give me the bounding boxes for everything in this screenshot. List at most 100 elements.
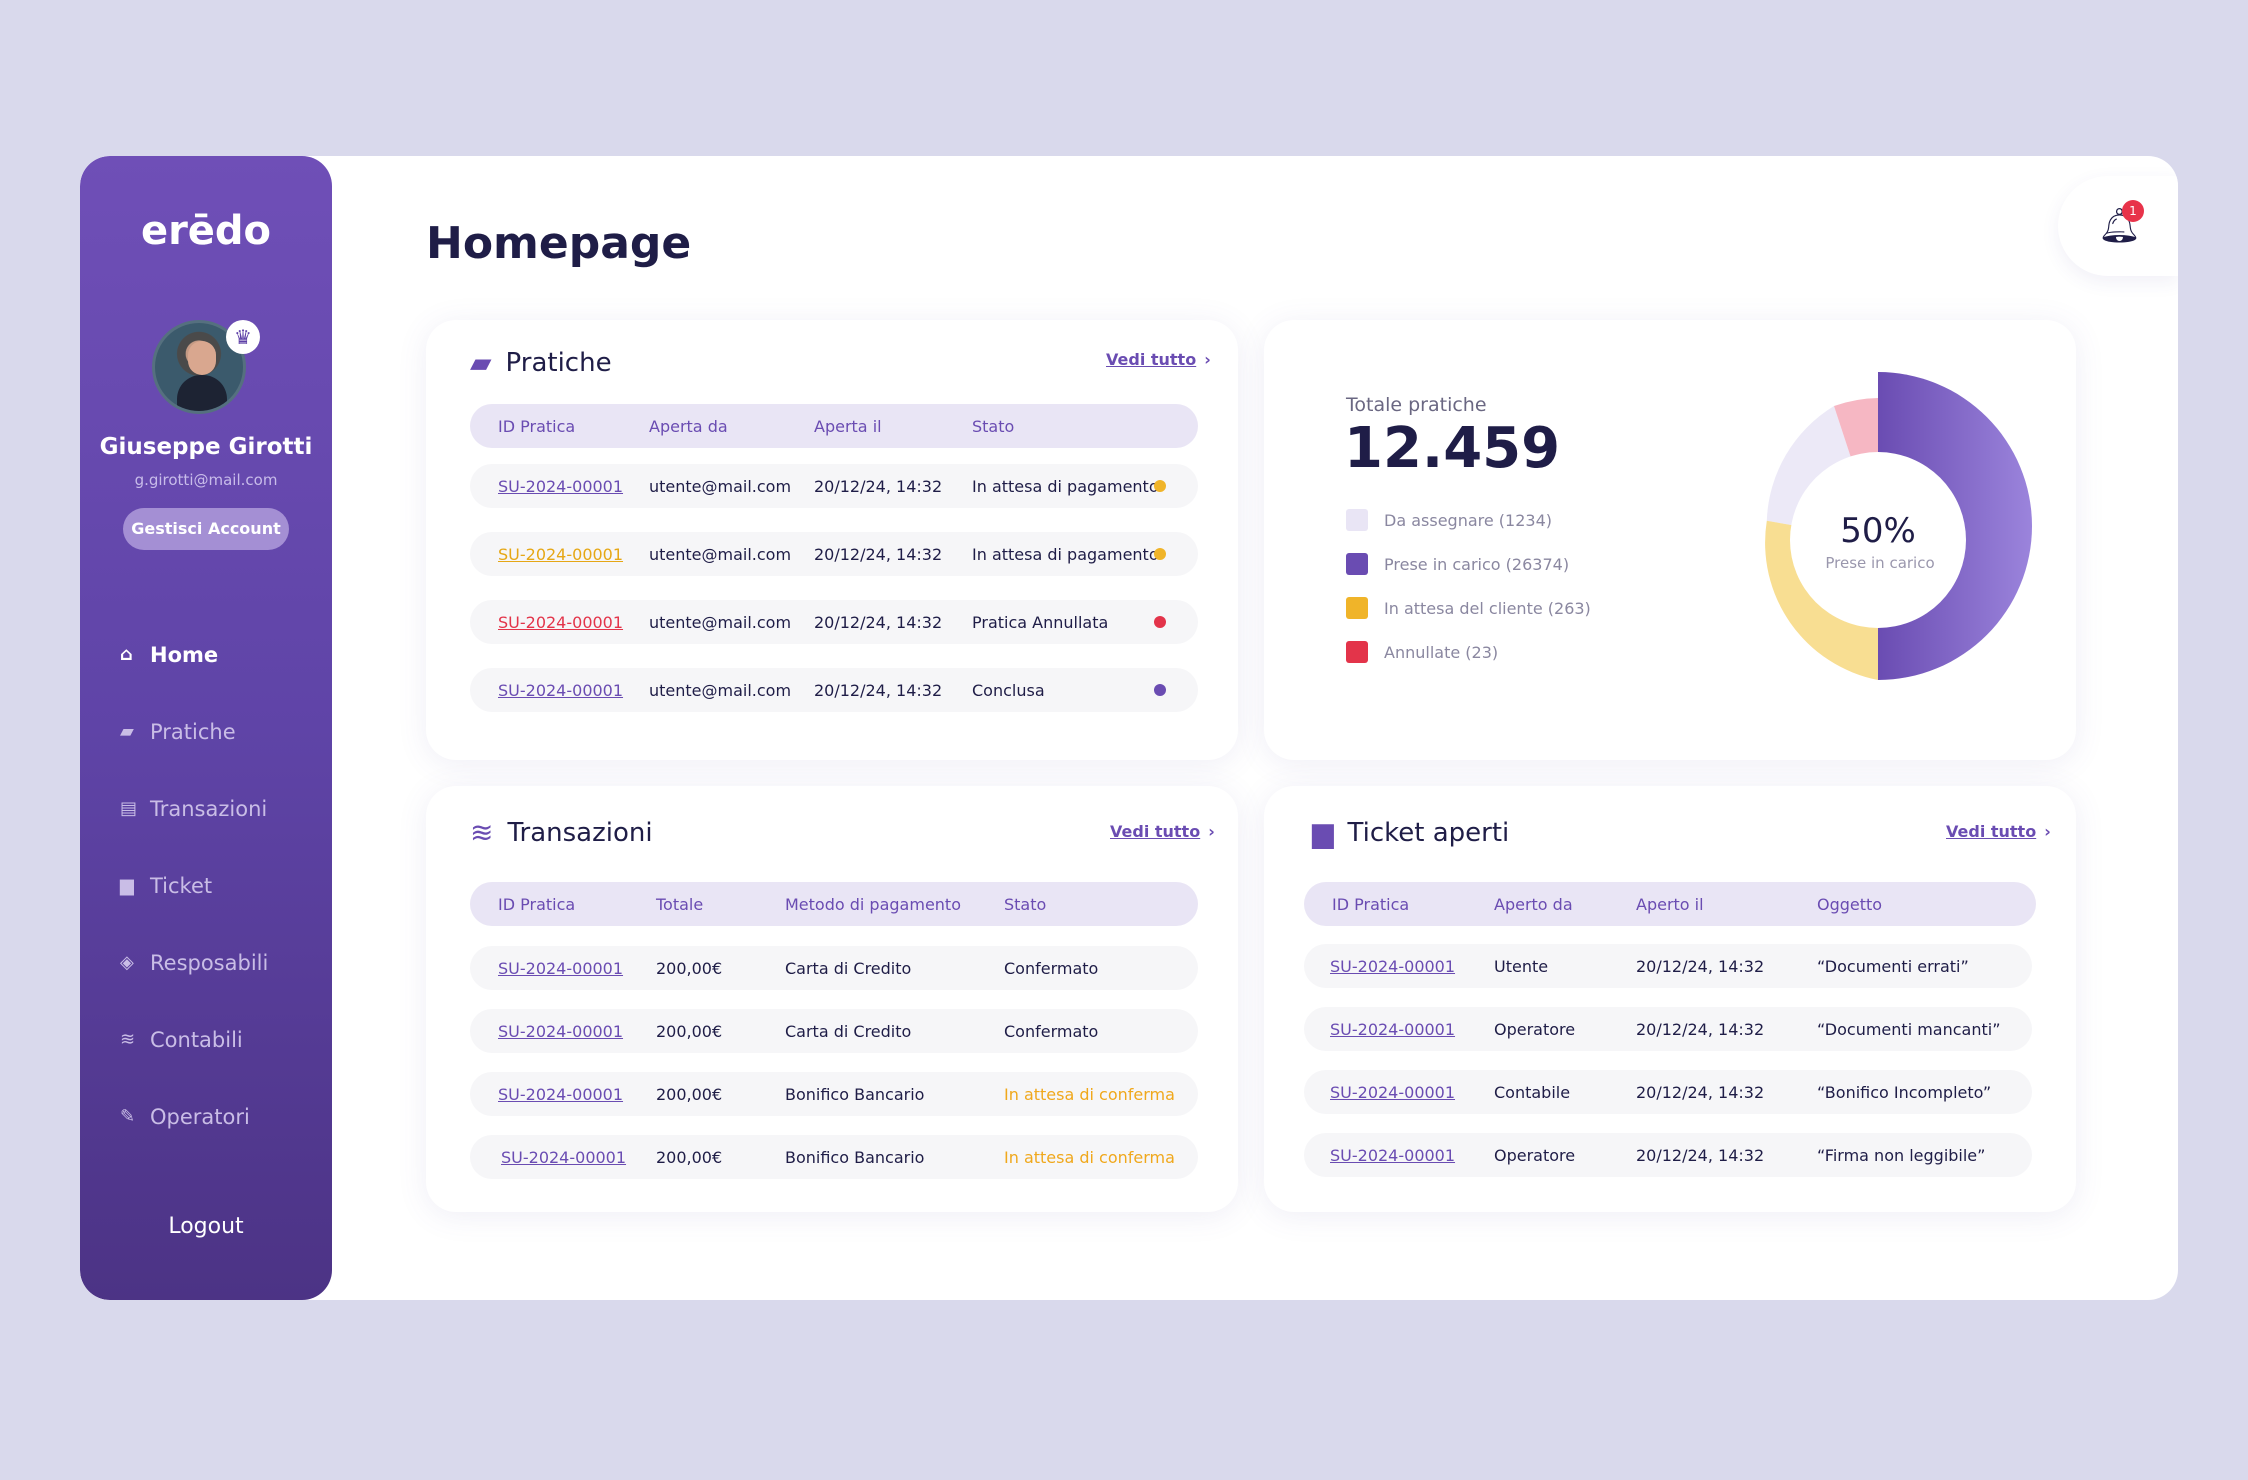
row-opened-by: Contabile bbox=[1494, 1082, 1571, 1102]
sidebar-item-ticket[interactable]: ▆ Ticket bbox=[80, 847, 332, 924]
row-status: In attesa di pagamento bbox=[972, 544, 1159, 564]
card-title: Pratiche bbox=[505, 347, 612, 378]
row-method: Carta di Credito bbox=[785, 958, 912, 978]
row-id-link[interactable]: SU-2024-00001 bbox=[498, 476, 624, 496]
sidebar-item-operatori[interactable]: ✎ Operatori bbox=[80, 1078, 332, 1155]
sidebar-item-resposabili[interactable]: ◈ Resposabili bbox=[80, 924, 332, 1001]
column-header: Metodo di pagamento bbox=[785, 894, 961, 914]
row-subject: “Documenti mancanti” bbox=[1817, 1019, 2001, 1039]
pratiche-card: ▰ Pratiche Vedi tutto › ID Pratica Aperta… bbox=[426, 320, 1238, 760]
app-logo[interactable]: erēdo bbox=[140, 208, 272, 254]
see-all-link[interactable]: Vedi tutto › bbox=[1946, 822, 2051, 841]
coins-icon: ≋ bbox=[470, 816, 494, 849]
row-id-link[interactable]: SU-2024-00001 bbox=[498, 544, 624, 564]
table-row[interactable]: SU-2024-00001 utente@mail.com 20/12/24, … bbox=[470, 600, 1198, 644]
row-subject: “Bonifico Incompleto” bbox=[1817, 1082, 1992, 1102]
table-row[interactable]: SU-2024-00001 utente@mail.com 20/12/24, … bbox=[470, 668, 1198, 712]
manage-account-button[interactable]: Gestisci Account bbox=[123, 508, 289, 550]
sidebar-item-home[interactable]: ⌂ Home bbox=[80, 616, 332, 693]
coins-icon: ≋ bbox=[120, 1029, 136, 1050]
table-row[interactable]: SU-2024-00001 200,00€ Bonifico Bancario … bbox=[470, 1135, 1198, 1179]
total-label: Totale pratiche bbox=[1346, 394, 1487, 416]
column-header: ID Pratica bbox=[1332, 894, 1410, 914]
table-row[interactable]: SU-2024-00001 Utente 20/12/24, 14:32 “Do… bbox=[1304, 944, 2032, 988]
row-opened-by: utente@mail.com bbox=[649, 680, 792, 700]
legend-item: Prese in carico (26374) bbox=[1346, 542, 1591, 586]
table-row[interactable]: SU-2024-00001 Operatore 20/12/24, 14:32 … bbox=[1304, 1133, 2032, 1177]
sidebar-item-label: Transazioni bbox=[150, 796, 268, 821]
sidebar: erēdo ♛ Giuseppe Girotti g.girotti@mail.… bbox=[80, 156, 332, 1300]
row-id-link[interactable]: SU-2024-00001 bbox=[1330, 1145, 1456, 1165]
status-dot bbox=[1154, 480, 1166, 492]
card-icon: ▤ bbox=[120, 798, 138, 819]
see-all-link[interactable]: Vedi tutto › bbox=[1110, 822, 1215, 841]
page-title: Homepage bbox=[426, 218, 692, 269]
sidebar-item-label: Ticket bbox=[150, 873, 213, 898]
logout-button[interactable]: Logout bbox=[168, 1214, 244, 1239]
row-opened-by: utente@mail.com bbox=[649, 476, 792, 496]
row-opened-by: Operatore bbox=[1494, 1019, 1576, 1039]
donut-chart: 50% Prese in carico bbox=[1765, 372, 2032, 680]
row-id-link[interactable]: SU-2024-00001 bbox=[498, 612, 624, 632]
table-row[interactable]: SU-2024-00001 200,00€ Carta di Credito C… bbox=[470, 1009, 1198, 1053]
column-header: Aperta il bbox=[814, 416, 882, 436]
row-status: Conclusa bbox=[972, 680, 1045, 700]
donut-center bbox=[1790, 452, 1966, 628]
sidebar-item-transazioni[interactable]: ▤ Transazioni bbox=[80, 770, 332, 847]
donut-center-label: Prese in carico bbox=[1825, 554, 1934, 572]
row-status: In attesa di conferma bbox=[1004, 1084, 1175, 1104]
notifications-button[interactable]: 🔔︎ 1 bbox=[2058, 176, 2178, 276]
row-total: 200,00€ bbox=[656, 1021, 723, 1041]
table-row[interactable]: SU-2024-00001 Operatore 20/12/24, 14:32 … bbox=[1304, 1007, 2032, 1051]
ticket-card: ▆ Ticket aperti Vedi tutto › ID Pratica A… bbox=[1264, 786, 2076, 1212]
column-header: Aperto da bbox=[1494, 894, 1573, 914]
chat-icon: ▆ bbox=[120, 875, 134, 896]
status-dot bbox=[1154, 548, 1166, 560]
row-opened-by: Operatore bbox=[1494, 1145, 1576, 1165]
total-value: 12.459 bbox=[1344, 416, 1561, 481]
row-id-link[interactable]: SU-2024-00001 bbox=[498, 1084, 624, 1104]
folder-icon: ▰ bbox=[120, 721, 134, 742]
see-all-link[interactable]: Vedi tutto › bbox=[1106, 350, 1211, 369]
row-opened-by: Utente bbox=[1494, 956, 1549, 976]
table-header: ID Pratica Aperta da Aperta il Stato bbox=[470, 404, 1198, 448]
avatar[interactable]: ♛ bbox=[152, 320, 260, 414]
table-row[interactable]: SU-2024-00001 utente@mail.com 20/12/24, … bbox=[470, 532, 1198, 576]
summary-card: Totale pratiche 12.459 Da assegnare (123… bbox=[1264, 320, 2076, 760]
donut-center-value: 50% bbox=[1840, 511, 1916, 551]
row-date: 20/12/24, 14:32 bbox=[814, 680, 943, 700]
table-row[interactable]: SU-2024-00001 Contabile 20/12/24, 14:32 … bbox=[1304, 1070, 2032, 1114]
folder-icon: ▰ bbox=[470, 346, 492, 379]
crown-icon: ♛ bbox=[226, 320, 260, 354]
table-row[interactable]: SU-2024-00001 utente@mail.com 20/12/24, … bbox=[470, 464, 1198, 508]
row-status: Confermato bbox=[1004, 1021, 1099, 1041]
column-header: Aperta da bbox=[649, 416, 728, 436]
row-id-link[interactable]: SU-2024-00001 bbox=[501, 1147, 627, 1167]
notification-badge: 1 bbox=[2122, 200, 2144, 222]
legend-label: Prese in carico (26374) bbox=[1384, 554, 1570, 574]
row-id-link[interactable]: SU-2024-00001 bbox=[1330, 956, 1456, 976]
tool-icon: ✎ bbox=[120, 1106, 136, 1127]
sidebar-item-label: Contabili bbox=[150, 1027, 243, 1052]
row-status: Confermato bbox=[1004, 958, 1099, 978]
sidebar-item-contabili[interactable]: ≋ Contabili bbox=[80, 1001, 332, 1078]
row-method: Bonifico Bancario bbox=[785, 1147, 925, 1167]
sidebar-item-pratiche[interactable]: ▰ Pratiche bbox=[80, 693, 332, 770]
legend-swatch bbox=[1346, 597, 1368, 619]
row-date: 20/12/24, 14:32 bbox=[814, 612, 943, 632]
table-row[interactable]: SU-2024-00001 200,00€ Carta di Credito C… bbox=[470, 946, 1198, 990]
row-id-link[interactable]: SU-2024-00001 bbox=[498, 680, 624, 700]
row-total: 200,00€ bbox=[656, 1084, 723, 1104]
chat-icon: ▆ bbox=[1312, 816, 1334, 849]
app-window: erēdo ♛ Giuseppe Girotti g.girotti@mail.… bbox=[80, 156, 2178, 1300]
row-total: 200,00€ bbox=[656, 1147, 723, 1167]
table-header: ID Pratica Aperto da Aperto il Oggetto bbox=[1304, 882, 2036, 926]
column-header: Stato bbox=[972, 416, 1015, 436]
sidebar-item-label: Pratiche bbox=[150, 719, 236, 744]
row-id-link[interactable]: SU-2024-00001 bbox=[1330, 1082, 1456, 1102]
table-row[interactable]: SU-2024-00001 200,00€ Bonifico Bancario … bbox=[470, 1072, 1198, 1116]
row-id-link[interactable]: SU-2024-00001 bbox=[498, 1021, 624, 1041]
row-id-link[interactable]: SU-2024-00001 bbox=[1330, 1019, 1456, 1039]
chart-legend: Da assegnare (1234) Prese in carico (263… bbox=[1346, 498, 1591, 674]
row-id-link[interactable]: SU-2024-00001 bbox=[498, 958, 624, 978]
